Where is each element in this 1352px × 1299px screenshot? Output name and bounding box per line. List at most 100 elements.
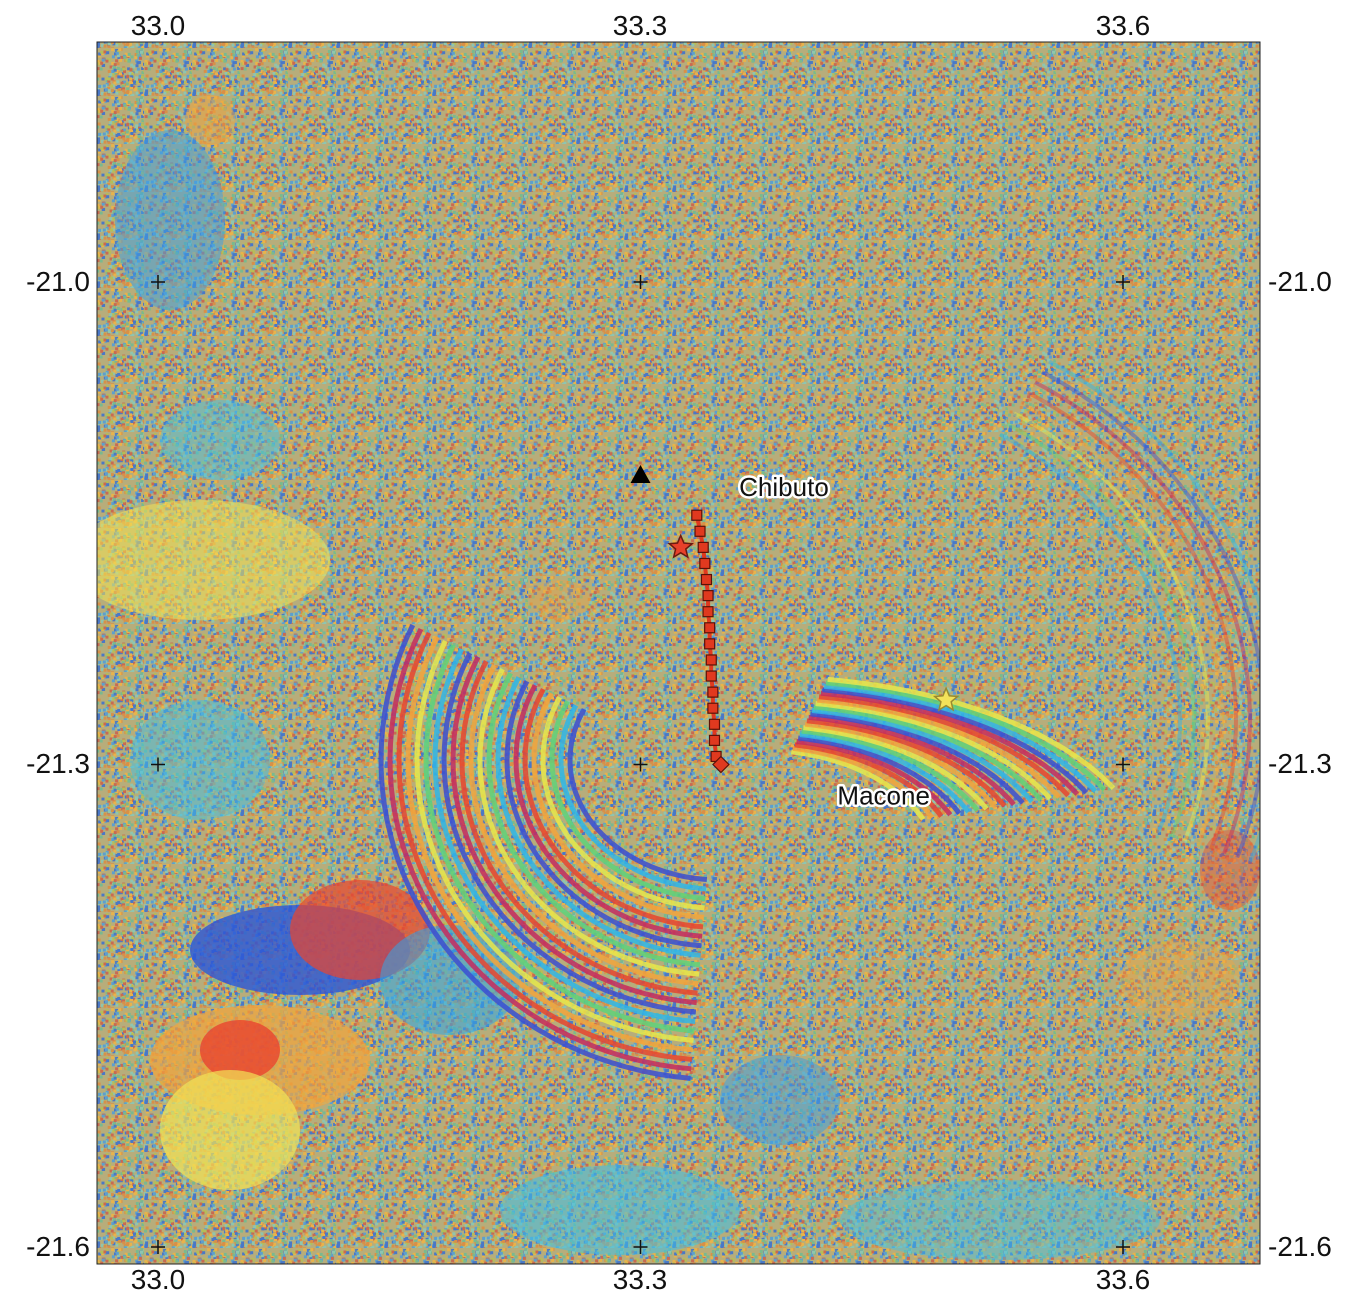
coherent-patch [1120, 940, 1240, 1020]
coherent-patch [840, 1180, 1160, 1260]
graticule-cross [151, 275, 165, 289]
fringe-arc [808, 714, 1016, 807]
coherent-patch [115, 130, 225, 310]
fringe-arc [504, 680, 702, 949]
fault-segment-marker [704, 622, 716, 634]
fault-segment-marker [707, 702, 719, 714]
fault-trace [694, 514, 719, 757]
fringe-arc [1013, 411, 1211, 842]
coherent-patch [97, 500, 330, 620]
fringe-arc [815, 701, 1052, 801]
fault-segment-marker [707, 686, 719, 698]
fringe-arc [799, 732, 971, 814]
fringe-arc [1020, 401, 1225, 846]
lon-tick-top-3: 33.6 [1095, 10, 1151, 41]
fringe-arc [468, 664, 699, 987]
graticule-cross [1116, 1240, 1130, 1254]
fringe-arc [1041, 370, 1260, 859]
fringe-arc [396, 631, 693, 1062]
fringe-arc [441, 652, 697, 1015]
coherent-patch [130, 700, 270, 820]
fringe-arc [531, 692, 705, 920]
coherent-patch [200, 1020, 280, 1080]
lat-tick-right-2: -21.3 [1268, 748, 1332, 779]
fringe-arc [803, 725, 989, 811]
place-label-chibuto: Chibuto [739, 472, 829, 502]
fringe-arc [513, 684, 703, 939]
fringe-arc [822, 687, 1089, 795]
fringe-arc [999, 432, 1183, 834]
coherent-patch [160, 400, 280, 480]
graticule-cross [151, 757, 165, 772]
graticule-cross [1116, 757, 1130, 772]
fringe-arc [486, 672, 701, 968]
fringe-arc [432, 648, 696, 1024]
fringe-arc [825, 680, 1107, 792]
coherent-patch [1200, 830, 1260, 910]
fringe-arc [792, 745, 935, 820]
fringe-arc [801, 728, 980, 813]
fringe-arc [540, 696, 705, 911]
fringe-arc [827, 676, 1116, 790]
fringe-arc [1034, 380, 1253, 855]
fringe-arc [811, 708, 1034, 804]
fringe-arc [387, 627, 692, 1072]
fringe-arc [414, 639, 694, 1043]
fault-segment-marker [704, 638, 716, 650]
fringe-arc [790, 749, 926, 821]
fringe-arc [495, 676, 701, 958]
lat-tick-left-2: -21.3 [26, 748, 90, 779]
coherent-patch [720, 1055, 840, 1145]
fringe-arc [818, 694, 1070, 798]
coherent-patch [160, 1070, 300, 1190]
fringe-arc [522, 688, 704, 930]
fringe-arc [1048, 359, 1260, 863]
map-frame [96, 41, 1261, 1265]
epicenter-star-icon[interactable] [667, 533, 694, 559]
lon-tick-bottom-1: 33.0 [130, 1264, 186, 1295]
lat-tick-left-1: -21.0 [26, 266, 90, 297]
fringe-arc [806, 718, 1007, 808]
place-label-macone: Macone [837, 781, 930, 811]
fringe-arc [378, 623, 691, 1081]
fringe-arc [810, 711, 1025, 805]
triangle-icon[interactable] [630, 465, 651, 483]
fringe-arc [477, 668, 700, 977]
fault-segment-marker [700, 573, 713, 586]
fringe-arc [405, 635, 694, 1053]
fringe-arc [804, 721, 998, 810]
fringe-arc [797, 735, 962, 815]
fringe-arc [796, 739, 953, 817]
lon-tick-bottom-3: 33.6 [1095, 1264, 1151, 1295]
fringe-arc [423, 643, 695, 1034]
fringe-arc [817, 697, 1061, 799]
fault-segment-marker [702, 590, 714, 602]
fault-segment-marker [694, 525, 706, 537]
fault-segment-marker [708, 734, 721, 746]
fault-segment-marker [691, 509, 703, 521]
coherent-patch [530, 580, 590, 620]
fringe-arc [567, 708, 708, 882]
fringe-arc [1027, 390, 1239, 851]
fault-segment-marker [697, 541, 709, 553]
fringe-arc [823, 683, 1098, 793]
fringe-arc [558, 704, 707, 892]
graticule-cross [151, 1240, 165, 1254]
coherent-patch [185, 95, 235, 145]
diamond-icon[interactable] [712, 755, 730, 774]
graticule-cross [633, 1240, 648, 1254]
coherent-patch [500, 1165, 740, 1255]
fringe-arc [450, 656, 697, 1006]
graticule-cross [633, 757, 648, 772]
fringe-arc [794, 742, 944, 818]
epicenter-star-icon[interactable] [932, 686, 960, 712]
lat-tick-left-3: -21.6 [26, 1231, 90, 1262]
lon-tick-top-1: 33.0 [130, 10, 186, 41]
fault-segment-marker [705, 654, 717, 666]
fault-segment-marker [699, 557, 711, 570]
fault-segment-marker [708, 718, 721, 730]
fringe-arc [549, 700, 706, 901]
graticule-cross [633, 275, 648, 289]
